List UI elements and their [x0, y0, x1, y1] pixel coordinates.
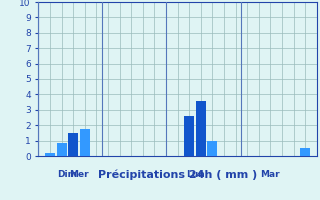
Text: Dim: Dim — [57, 170, 77, 179]
Bar — [184, 116, 194, 156]
Bar — [68, 133, 78, 156]
Text: Mer: Mer — [69, 170, 89, 179]
Bar — [207, 141, 217, 156]
Bar — [300, 148, 310, 156]
Text: Lun: Lun — [186, 170, 204, 179]
Bar — [57, 143, 67, 156]
Bar — [196, 101, 206, 156]
Text: Mar: Mar — [260, 170, 280, 179]
Bar — [45, 153, 55, 156]
X-axis label: Précipitations 24h ( mm ): Précipitations 24h ( mm ) — [98, 170, 257, 180]
Bar — [80, 129, 90, 156]
